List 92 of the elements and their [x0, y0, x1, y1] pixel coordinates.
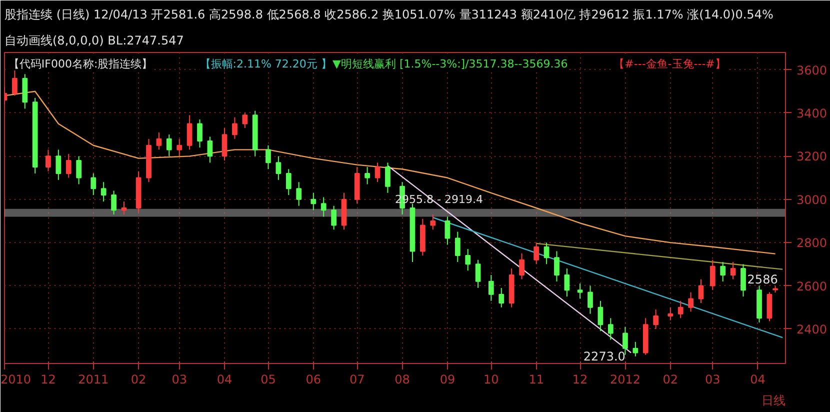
- candlestick: [266, 144, 271, 170]
- candlestick: [554, 250, 560, 282]
- candlestick: [430, 214, 436, 230]
- x-tick-label: 06: [306, 372, 322, 386]
- x-tick-label: 05: [260, 372, 276, 386]
- candlestick: [475, 259, 481, 288]
- candlestick: [331, 205, 336, 230]
- x-tick-label: 09: [440, 372, 456, 386]
- x-tick-label: 03: [705, 372, 720, 386]
- candlestick: [197, 118, 202, 148]
- x-tick-label: 10: [484, 372, 499, 386]
- candlestick: [156, 132, 162, 150]
- x-tick-label: 03: [172, 372, 187, 386]
- candlestick: [564, 268, 570, 298]
- candlestick: [720, 261, 726, 282]
- x-tick-label: 2010: [0, 372, 32, 386]
- candlestick: [488, 274, 494, 302]
- candlestick: [498, 287, 504, 308]
- candlestick: [296, 182, 302, 206]
- candlestick: [632, 341, 638, 357]
- y-tick-label: 3000: [796, 192, 828, 207]
- candlestick: [374, 162, 380, 183]
- candlestick: [320, 196, 326, 218]
- candlestick: [668, 306, 674, 321]
- candlestick: [454, 231, 460, 262]
- candlestick: [577, 283, 583, 300]
- candlestick: [544, 242, 550, 265]
- y-tick-label: 3400: [796, 106, 828, 120]
- annotation: 2586: [747, 272, 778, 287]
- x-tick-label: 04: [750, 372, 766, 386]
- x-tick-label: 12: [572, 372, 588, 386]
- y-tick-label: 2800: [796, 236, 828, 250]
- candlestick: [90, 172, 96, 196]
- candlestick: [740, 264, 746, 298]
- candlestick: [111, 190, 116, 215]
- candlestick: [653, 309, 659, 330]
- candlestick: [465, 248, 471, 272]
- candlestick: [100, 182, 106, 202]
- candlestick: [598, 300, 604, 332]
- candlestick: [276, 156, 282, 180]
- candlestick: [678, 300, 684, 319]
- candlestick: [186, 114, 192, 150]
- x-tick-label: 12: [40, 372, 56, 386]
- annotation: 【#---金鱼-玉兔---#】: [614, 58, 726, 70]
- candlestick: [12, 69, 18, 96]
- candlestick: [22, 74, 28, 110]
- candlestick: [310, 192, 316, 211]
- candlestick: [588, 285, 593, 314]
- candlestick: [766, 292, 772, 322]
- candlestick: [166, 134, 172, 157]
- candlestick: [534, 242, 540, 265]
- x-tick-label: 11: [528, 372, 544, 386]
- x-tick-label: 04: [216, 372, 232, 386]
- text: 自动画线(8,0,0,0) BL:2747.547: [4, 34, 184, 48]
- y-tick-label: 2600: [796, 279, 828, 294]
- y-tick-label: 2400: [796, 322, 828, 336]
- annotation: 2273.0: [583, 349, 626, 364]
- candlestick: [622, 326, 628, 356]
- candlestick: [519, 252, 524, 280]
- candlestick: [385, 162, 390, 194]
- candlestick: [121, 201, 127, 215]
- candlestick: [66, 154, 72, 178]
- candlestick: [364, 166, 370, 185]
- annotation: 【代码IF000名称:股指连续】: [8, 58, 153, 70]
- y-tick-label: 3200: [796, 150, 828, 164]
- candlestick: [688, 292, 694, 312]
- annotation: ▼明短线赢利 [1.5%--3%:]/3517.38--3569.36: [332, 58, 568, 70]
- x-tick-label: 08: [394, 372, 410, 386]
- x-tick-label: 2012: [610, 372, 640, 386]
- candlestick: [222, 128, 228, 161]
- candlestick: [232, 116, 238, 140]
- candlestick: [56, 149, 62, 180]
- x-tick-label: 02: [130, 372, 146, 386]
- candlestick: [710, 259, 716, 291]
- x-tick-label: 07: [349, 372, 365, 386]
- x-tick-label: 2011: [78, 372, 109, 386]
- candlestick: [730, 261, 736, 280]
- candlestick: [207, 136, 213, 164]
- text: 日线: [762, 394, 786, 408]
- candlestick: [242, 112, 248, 129]
- annotation: 【振幅:2.11% 72.20元 】: [200, 58, 332, 70]
- candlestick: [176, 138, 182, 157]
- x-tick-label: 02: [662, 372, 678, 386]
- y-tick-label: 3600: [796, 63, 828, 78]
- candlestick: [286, 168, 292, 196]
- candlestick: [608, 318, 614, 340]
- chart-title: 股指连续 (日线) 12/04/13 开2581.6 高2598.8 低2568.8 收2586.2 换1051.07% 量311243 额2410亿 持29612 振1.17% 涨(14.0)0.54%: [4, 8, 774, 22]
- candlestick: [46, 149, 51, 172]
- candlestick: [76, 156, 82, 185]
- line-series: [4, 90, 776, 254]
- candlestick: [698, 278, 704, 304]
- candlestick: [444, 216, 450, 246]
